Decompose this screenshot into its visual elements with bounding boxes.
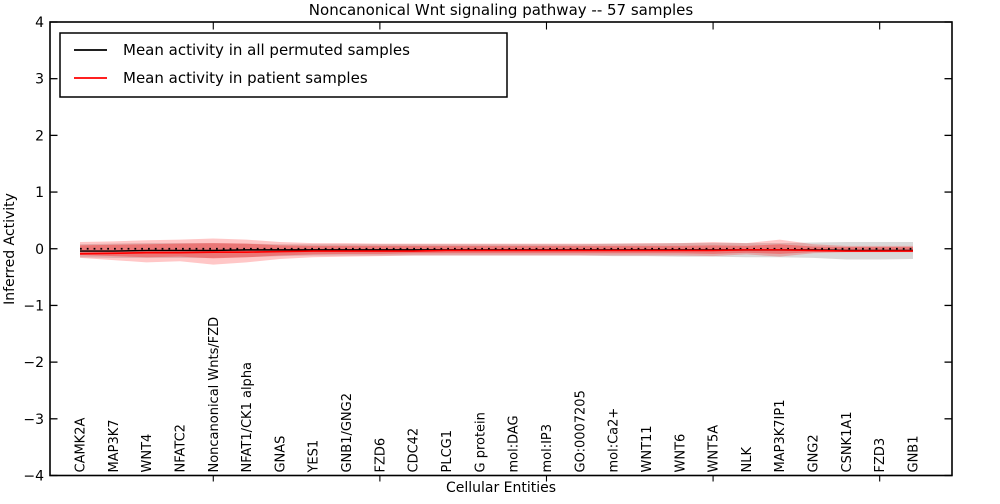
category-label-21: MAP3K7IP1 (773, 400, 788, 473)
category-label-9: FZD6 (373, 438, 388, 473)
y-tick-label: −4 (23, 469, 44, 485)
category-label-23: CSNK1A1 (840, 411, 855, 472)
category-label-13: mol:DAG (507, 415, 522, 472)
legend-label-patient: Mean activity in patient samples (123, 69, 368, 87)
category-label-5: NFAT1/CK1 alpha (240, 362, 255, 473)
category-label-17: WNT11 (640, 425, 655, 472)
category-label-2: WNT4 (140, 434, 155, 473)
legend-box (59, 32, 508, 98)
series-line-1 (79, 249, 913, 255)
patient-samples-range-outer-band (80, 238, 913, 265)
category-label-4: Noncanonical Wnts/FZD (207, 317, 222, 473)
category-label-25: GNB1 (907, 436, 922, 473)
category-label-11: PLCG1 (440, 430, 455, 473)
category-label-0: CAMK2A (74, 418, 89, 473)
category-label-10: CDC42 (407, 428, 422, 473)
category-label-12: G protein (473, 412, 488, 472)
legend-entry-patient: Mean activity in patient samples (74, 69, 368, 87)
category-label-14: mol:IP3 (540, 424, 555, 473)
category-label-16: mol:Ca2+ (607, 408, 622, 473)
category-label-19: WNT5A (707, 425, 722, 473)
y-tick-labels: −4 −3 −2 −1 0 1 2 3 4 (23, 15, 44, 485)
y-tick-label: 3 (35, 72, 44, 88)
y-tick-label: −1 (23, 298, 44, 314)
x-axis-label: Cellular Entities (446, 480, 556, 496)
category-label-20: NLK (740, 447, 755, 473)
category-label-6: GNAS (273, 436, 288, 473)
chart-title: Noncanonical Wnt signaling pathway -- 57… (309, 1, 694, 19)
y-axis-label: Inferred Activity (2, 193, 18, 305)
legend-label-permuted: Mean activity in all permuted samples (123, 41, 410, 59)
series-lines (79, 249, 913, 255)
category-label-15: GO:0007205 (573, 390, 588, 472)
y-tick-label: 0 (35, 242, 44, 258)
category-label-1: MAP3K7 (107, 419, 122, 472)
x-category-labels: CAMK2A MAP3K7 WNT4 NFATC2 Noncanonical Wnts/… (74, 317, 922, 474)
y-tick-label: 2 (35, 128, 44, 144)
category-label-22: GNG2 (807, 434, 822, 472)
y-tick-label: 4 (35, 15, 44, 31)
y-tick-label: 1 (35, 185, 44, 201)
legend: Mean activity in all permuted samples Me… (59, 32, 508, 98)
category-label-18: WNT6 (673, 434, 688, 473)
legend-entry-permuted: Mean activity in all permuted samples (74, 41, 410, 59)
category-label-24: FZD3 (873, 438, 888, 473)
y-tick-label: −3 (23, 412, 44, 428)
category-label-8: GNB1/GNG2 (340, 393, 355, 473)
category-label-3: NFATC2 (173, 424, 188, 472)
y-tick-label: −2 (23, 355, 44, 371)
category-label-7: YES1 (307, 440, 322, 474)
plot-border (49, 21, 953, 477)
